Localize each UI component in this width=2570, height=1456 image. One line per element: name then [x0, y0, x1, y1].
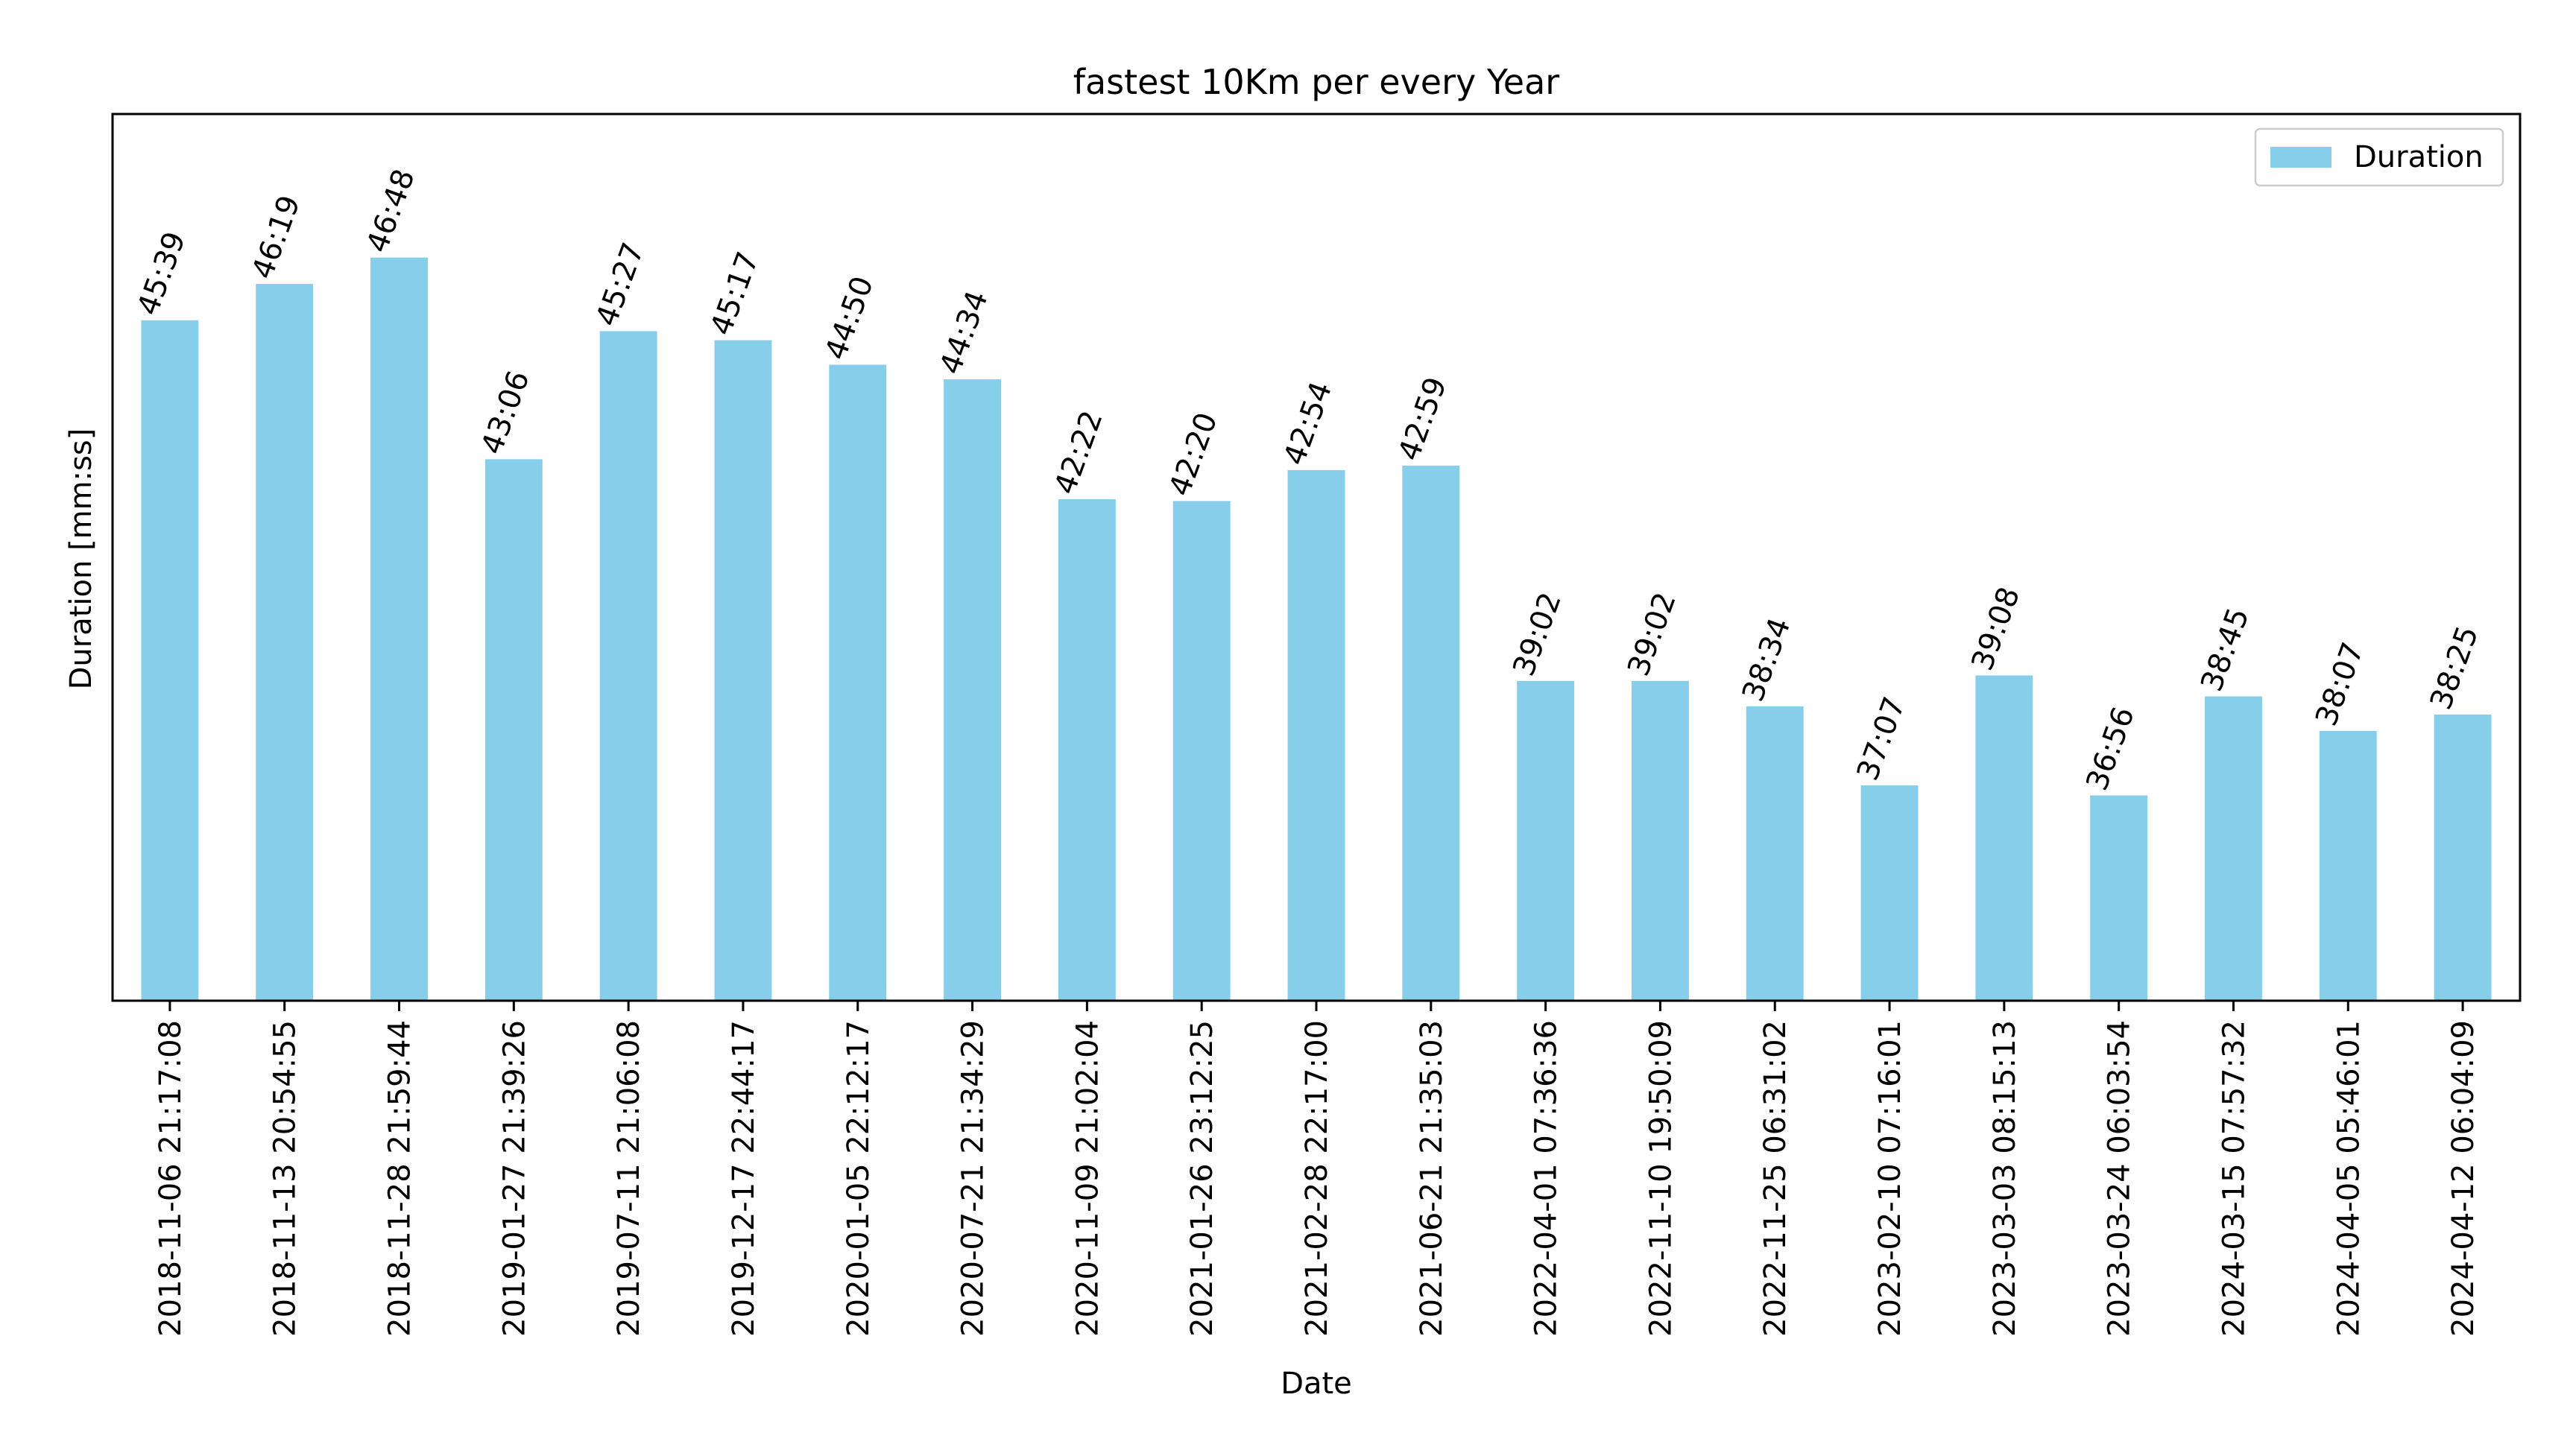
x-tick-label: 2020-01-05 22:12:17 — [842, 1020, 876, 1337]
bars-group — [141, 257, 2492, 1001]
bar — [2090, 795, 2148, 1001]
bar-value-label: 45:27 — [590, 238, 651, 331]
bar — [1517, 680, 1575, 1001]
bar — [484, 459, 543, 1001]
x-tick-label: 2021-06-21 21:35:03 — [1415, 1020, 1449, 1337]
bar-value-label: 45:17 — [704, 247, 766, 340]
x-tick-label: 2020-11-09 21:02:04 — [1070, 1020, 1105, 1337]
bar — [1631, 680, 1689, 1001]
bar-value-label: 39:02 — [1621, 588, 1683, 680]
x-tick-label: 2022-11-25 06:31:02 — [1758, 1020, 1793, 1337]
x-tick-label: 2019-12-17 22:44:17 — [727, 1020, 761, 1337]
y-axis-label: Duration [mm:ss] — [64, 428, 98, 690]
bar — [829, 364, 887, 1001]
bar-value-label: 38:25 — [2424, 621, 2486, 714]
bar — [1402, 465, 1460, 1001]
bar — [599, 331, 657, 1001]
bar — [714, 340, 772, 1001]
x-tick-label: 2018-11-13 20:54:55 — [268, 1020, 303, 1337]
x-tick-label: 2021-01-26 23:12:25 — [1185, 1020, 1219, 1337]
bar-value-label: 43:06 — [475, 367, 537, 459]
bar — [1172, 501, 1231, 1001]
bar-value-label: 44:34 — [933, 286, 995, 379]
bar-value-label: 42:54 — [1278, 377, 1339, 469]
bar — [256, 284, 314, 1001]
bar — [1058, 498, 1116, 1001]
x-axis-ticks: 2018-11-06 21:17:08 2018-11-13 20:54:55 20… — [154, 1001, 2481, 1337]
x-tick-label: 2023-03-24 06:03:54 — [2103, 1020, 2137, 1337]
bar-value-label: 46:19 — [245, 191, 307, 283]
bar — [141, 320, 199, 1001]
x-tick-label: 2020-07-21 21:34:29 — [956, 1020, 991, 1337]
bar-value-label: 36:56 — [2080, 703, 2141, 795]
x-tick-label: 2022-11-10 19:50:09 — [1644, 1020, 1678, 1337]
bar-value-label: 39:02 — [1506, 588, 1568, 680]
x-tick-label: 2024-04-05 05:46:01 — [2331, 1020, 2366, 1337]
bar — [2434, 714, 2492, 1001]
bar-value-label: 42:20 — [1163, 408, 1225, 501]
bar-value-label: 37:07 — [1851, 692, 1913, 785]
bar — [370, 257, 428, 1001]
bar — [944, 379, 1002, 1001]
x-tick-label: 2022-04-01 07:36:36 — [1529, 1020, 1564, 1337]
bar-value-label: 38:07 — [2309, 638, 2371, 730]
x-tick-label: 2024-04-12 06:04:09 — [2446, 1020, 2481, 1337]
bar-value-label: 46:48 — [360, 165, 422, 257]
bar — [1287, 469, 1345, 1001]
bar — [1860, 785, 1919, 1001]
bar — [2205, 696, 2262, 1001]
bar-value-label: 38:34 — [1736, 613, 1798, 706]
plot-frame — [111, 113, 2522, 1002]
bar-value-label: 44:50 — [818, 272, 880, 364]
legend: Duration — [2254, 127, 2504, 187]
bar-value-label: 42:22 — [1048, 406, 1110, 498]
x-tick-label: 2019-01-27 21:39:26 — [497, 1020, 531, 1337]
x-tick-label: 2021-02-28 22:17:00 — [1300, 1020, 1334, 1337]
x-tick-label: 2018-11-06 21:17:08 — [154, 1020, 188, 1337]
legend-label-duration: Duration — [2354, 140, 2484, 174]
bar — [1975, 675, 2033, 1001]
bar-value-label: 42:59 — [1392, 373, 1454, 465]
legend-box — [2254, 127, 2504, 187]
bar-value-label: 39:08 — [1966, 583, 2027, 675]
x-tick-label: 2023-02-10 07:16:01 — [1873, 1020, 1907, 1337]
x-tick-label: 2023-03-03 08:15:13 — [1988, 1020, 2022, 1337]
legend-swatch-duration — [2270, 147, 2331, 168]
x-tick-label: 2018-11-28 21:59:44 — [383, 1020, 417, 1337]
x-tick-label: 2024-03-15 07:57:32 — [2217, 1020, 2251, 1337]
bar — [1746, 706, 1804, 1001]
bar-value-label: 38:45 — [2194, 604, 2256, 696]
chart-title: fastest 10Km per every Year — [1073, 62, 1560, 102]
x-tick-label: 2019-07-11 21:06:08 — [612, 1020, 646, 1337]
x-axis-label: Date — [1281, 1367, 1352, 1401]
bar-value-label: 45:39 — [131, 227, 193, 320]
bar — [2319, 730, 2377, 1001]
